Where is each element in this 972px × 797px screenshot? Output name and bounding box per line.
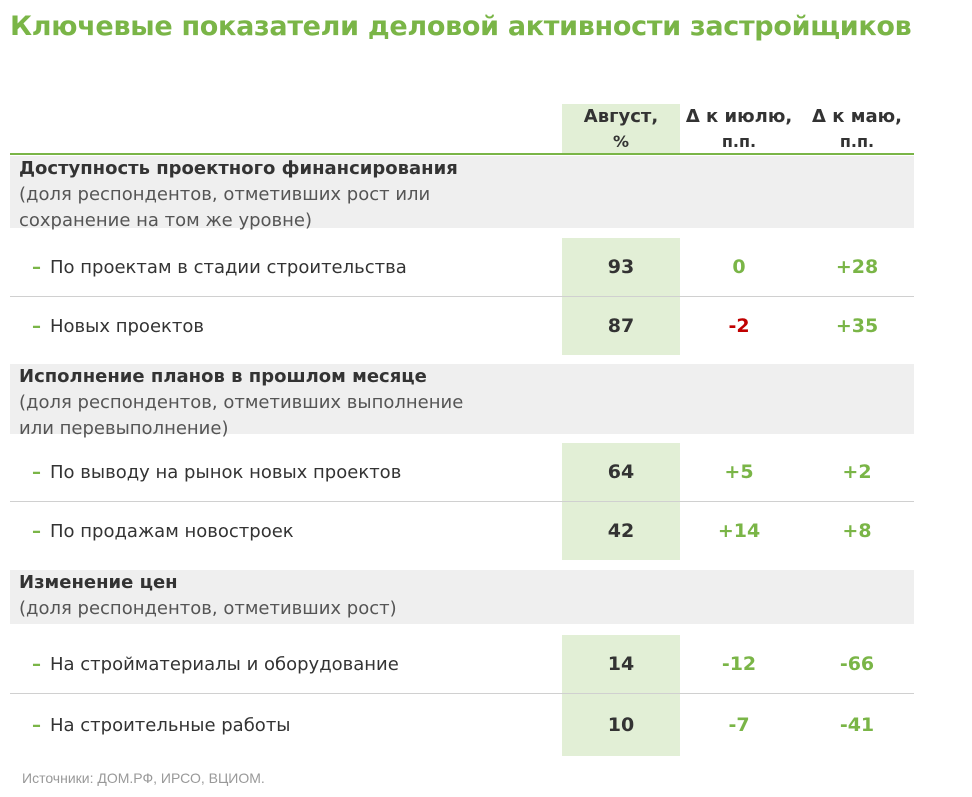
section-subtitle: (доля респондентов, отметивших рост или … [19,184,431,231]
row-label: – По проектам в стадии строительства [32,238,407,296]
section-prices: Изменение цен (доля респондентов, отмети… [10,570,914,624]
value-vs-may: +28 [835,256,879,278]
table-row: – По выводу на рынок новых проектов 64 +5… [10,443,914,501]
value-vs-may: +8 [842,520,872,542]
value-vs-july: +14 [717,520,761,542]
dash-marker: – [32,315,41,337]
column-header-vs-july-unit: п.п. [721,132,757,151]
source-note: Источники: ДОМ.РФ, ИРСО, ВЦИОМ. [22,770,265,786]
value-vs-july: -2 [728,315,750,337]
value-august: 14 [562,635,680,693]
section-title: Доступность проектного финансирования [19,158,458,179]
row-label-text: По продажам новостроек [50,520,294,542]
row-label-text: На стройматериалы и оборудование [50,653,399,675]
value-august: 64 [562,443,680,501]
section-subtitle: (доля респондентов, отметивших рост) [19,598,397,619]
section-financing: Доступность проектного финансирования (д… [10,156,914,231]
table-row: – Новых проектов 87 -2 +35 [10,297,914,355]
header-divider [10,153,914,155]
row-label-text: По выводу на рынок новых проектов [50,461,402,483]
value-vs-may: +35 [835,315,879,337]
table-row: – По проектам в стадии строительства 93 0… [10,238,914,296]
row-divider [10,501,914,502]
value-august: 10 [562,694,680,756]
page-title: Ключевые показатели деловой активности з… [10,11,912,42]
row-label: – На строительные работы [32,694,291,756]
row-label-text: На строительные работы [50,714,291,736]
dash-marker: – [32,714,41,736]
column-header-vs-july-label: Δ к июлю, [685,106,793,127]
section-subtitle: (доля респондентов, отметивших выполнени… [19,392,464,439]
dash-marker: – [32,520,41,542]
table-row: – По продажам новостроек 42 +14 +8 [10,502,914,560]
dash-marker: – [32,461,41,483]
row-label-text: Новых проектов [50,315,205,337]
table-row: – На строительные работы 10 -7 -41 [10,694,914,756]
section-plans: Исполнение планов в прошлом месяце (доля… [10,364,914,439]
value-vs-may: +2 [842,461,872,483]
row-label: – Новых проектов [32,297,204,355]
column-header-vs-may: Δ к маю, п.п. [800,104,914,154]
column-header-august: Август, % [562,104,680,154]
column-header-vs-may-label: Δ к маю, [812,106,902,127]
table-row: – На стройматериалы и оборудование 14 -12… [10,635,914,693]
value-august: 87 [562,297,680,355]
section-title: Изменение цен [19,572,178,593]
value-vs-may: -41 [839,714,875,736]
row-divider [10,296,914,297]
value-august: 93 [562,238,680,296]
column-header-vs-july: Δ к июлю, п.п. [680,104,798,154]
dash-marker: – [32,653,41,675]
value-vs-july: 0 [732,256,746,278]
column-header-vs-may-unit: п.п. [839,132,875,151]
value-vs-may: -66 [839,653,875,675]
row-label: – По выводу на рынок новых проектов [32,443,401,501]
row-label: – На стройматериалы и оборудование [32,635,399,693]
value-august: 42 [562,502,680,560]
column-header-august-label: Август, [583,106,659,127]
value-vs-july: +5 [724,461,754,483]
row-divider [10,693,914,694]
section-title: Исполнение планов в прошлом месяце [19,366,427,387]
value-vs-july: -7 [728,714,750,736]
column-header-august-unit: % [612,132,630,151]
row-label-text: По проектам в стадии строительства [50,256,407,278]
row-label: – По продажам новостроек [32,502,294,560]
dash-marker: – [32,256,41,278]
value-vs-july: -12 [721,653,757,675]
